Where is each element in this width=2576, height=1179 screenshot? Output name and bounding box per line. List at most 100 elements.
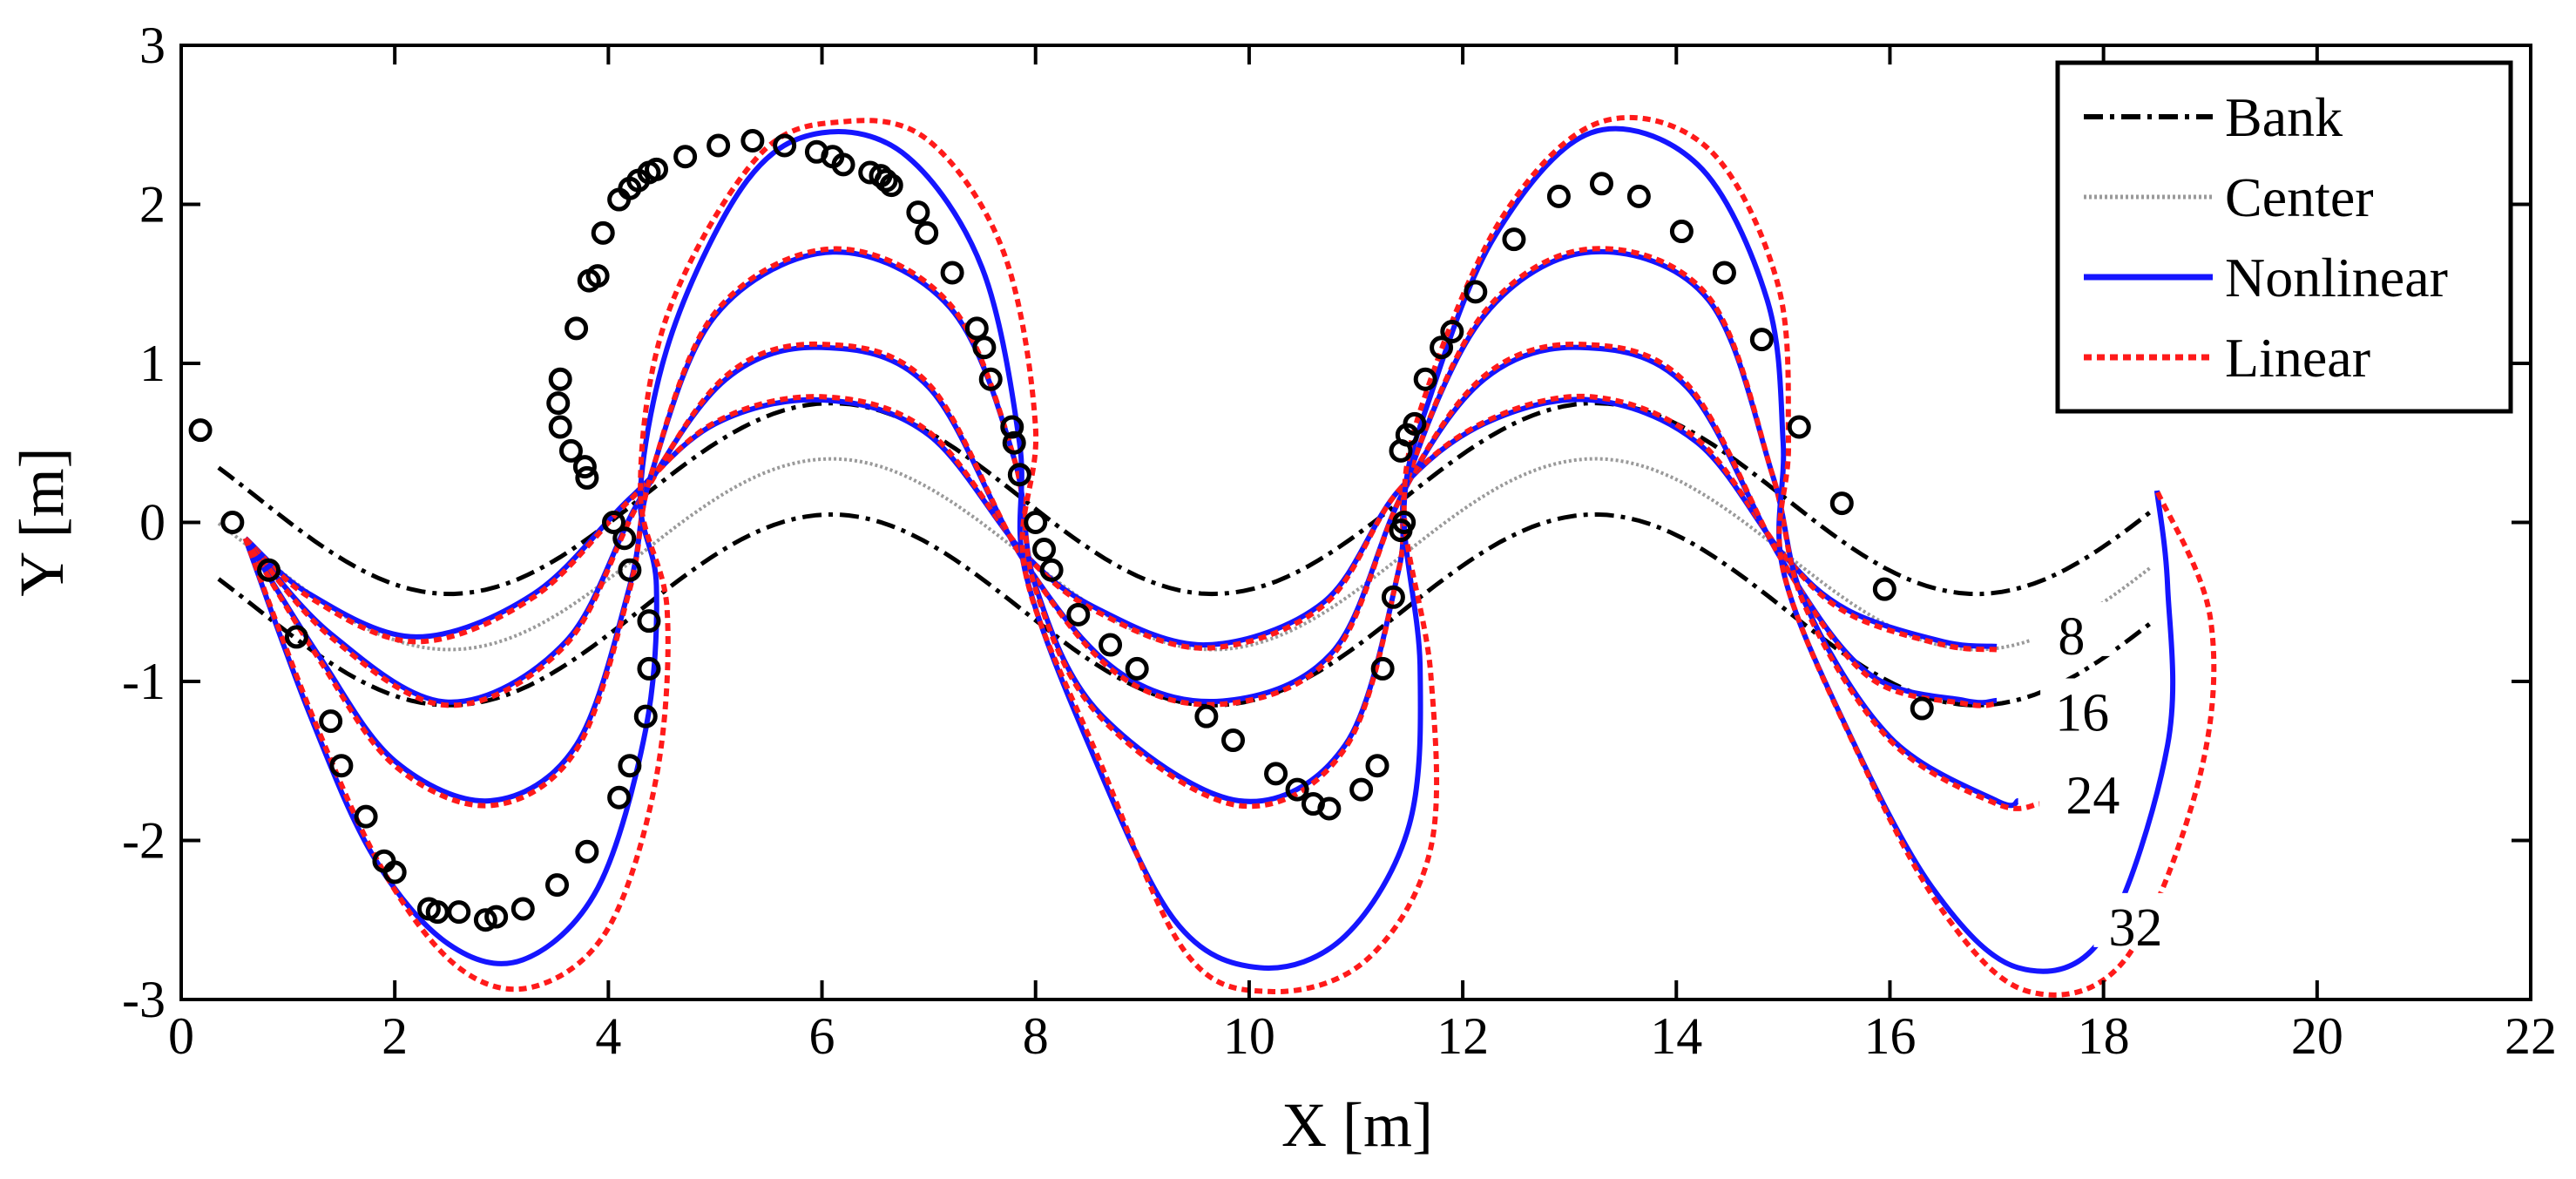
data-point-marker <box>546 391 571 416</box>
legend-label-center: Center <box>2225 166 2374 228</box>
x-tick-label: 12 <box>1437 1007 1489 1065</box>
data-point-marker <box>972 335 997 360</box>
data-point-marker <box>284 625 308 649</box>
data-point-marker <box>612 526 637 551</box>
data-point-marker <box>874 168 898 193</box>
data-point-marker <box>585 264 610 288</box>
series-layer <box>242 114 2217 998</box>
data-point-marker <box>707 133 731 158</box>
data-point-marker <box>425 900 450 925</box>
data-point-marker <box>1440 320 1464 343</box>
data-point-marker <box>1392 511 1416 534</box>
data-point-marker <box>1221 728 1246 753</box>
data-point-marker <box>1194 704 1219 728</box>
curve-label-32: 32 <box>2108 898 2162 958</box>
data-point-marker <box>558 438 583 463</box>
legend-label-nonlinear: Nonlinear <box>2225 247 2448 308</box>
y-tick-label: 3 <box>139 17 166 74</box>
data-point-marker <box>906 200 930 225</box>
data-point-marker <box>545 873 570 898</box>
data-point-marker <box>607 785 632 810</box>
data-point-marker <box>633 704 658 728</box>
data-point-marker <box>319 709 343 734</box>
data-point-marker <box>978 367 1003 391</box>
data-point-marker <box>1502 227 1526 252</box>
data-point-marker <box>1829 491 1854 516</box>
series-linear-8 <box>243 393 1998 653</box>
x-tick-label: 18 <box>2078 1007 2130 1065</box>
data-point-marker <box>1370 656 1395 681</box>
data-point-marker <box>964 316 989 341</box>
marker-layer <box>188 129 1934 932</box>
channel-bank-upper <box>217 401 2153 597</box>
data-point-marker <box>1032 538 1057 562</box>
channel-bank-lower <box>217 512 2153 708</box>
curve-label-background <box>2051 761 2135 816</box>
data-point-marker <box>1626 184 1651 208</box>
y-tick-label: 2 <box>139 176 166 234</box>
data-point-marker <box>591 220 615 245</box>
data-point-marker <box>575 839 599 864</box>
legend-box <box>2055 60 2513 414</box>
data-point-marker <box>1413 367 1437 391</box>
data-point-marker <box>1403 411 1427 436</box>
data-point-marker <box>257 558 281 582</box>
x-tick-label: 8 <box>1023 1007 1049 1065</box>
data-point-marker <box>1872 577 1897 601</box>
data-point-marker <box>1285 777 1309 802</box>
data-point-marker <box>637 656 661 681</box>
data-point-marker <box>1365 754 1389 778</box>
x-tick-label: 6 <box>809 1007 835 1065</box>
data-point-marker <box>940 261 964 285</box>
data-point-marker <box>618 558 642 582</box>
data-point-marker <box>1712 261 1736 285</box>
x-tick-label: 22 <box>2505 1007 2557 1065</box>
curve-label-layer: 8 16 24 32 <box>2029 601 2178 958</box>
x-axis-label: X [m] <box>1281 1090 1433 1160</box>
x-tick-label: 14 <box>1650 1007 1702 1065</box>
data-point-marker <box>601 511 625 534</box>
data-point-marker <box>740 129 765 152</box>
curve-label-background <box>2029 601 2113 656</box>
legend: Bank Center Nonlinear Linear <box>2055 60 2513 414</box>
data-point-marker <box>354 804 378 829</box>
series-nonlinear-32 <box>242 125 2176 974</box>
x-tick-label: 10 <box>1223 1007 1275 1065</box>
data-point-marker <box>1002 430 1026 455</box>
data-point-marker <box>645 157 669 181</box>
data-point-marker <box>447 900 471 925</box>
y-tick-label: 0 <box>139 494 166 552</box>
data-point-marker <box>548 367 572 391</box>
data-point-marker <box>188 418 213 443</box>
y-tick-label: -3 <box>122 971 166 1028</box>
y-axis-label: Y [m] <box>7 447 77 596</box>
data-point-marker <box>1430 335 1454 360</box>
y-tick-label: -1 <box>122 653 166 710</box>
data-point-marker <box>220 511 245 534</box>
data-point-marker <box>1125 656 1149 681</box>
data-point-marker <box>484 905 509 929</box>
data-point-marker <box>1349 777 1374 802</box>
data-point-marker <box>548 415 572 439</box>
data-point-marker <box>1317 796 1342 821</box>
data-point-marker <box>773 133 797 158</box>
x-tick-label: 20 <box>2291 1007 2343 1065</box>
data-point-marker <box>1000 415 1024 439</box>
data-point-marker <box>1589 172 1613 196</box>
data-point-marker <box>1024 511 1048 534</box>
series-linear-32 <box>242 114 2217 998</box>
data-point-marker <box>618 754 642 778</box>
data-point-marker <box>1910 696 1934 721</box>
curve-label-16: 16 <box>2055 684 2109 743</box>
data-point-marker <box>1464 280 1488 304</box>
data-point-marker <box>1007 463 1031 487</box>
data-point-marker <box>1066 602 1091 627</box>
data-point-marker <box>915 220 939 245</box>
legend-label-linear: Linear <box>2225 327 2370 389</box>
data-point-marker <box>1264 762 1288 786</box>
data-point-marker <box>1099 633 1123 657</box>
data-point-marker <box>565 316 589 341</box>
data-point-marker <box>1546 184 1571 208</box>
